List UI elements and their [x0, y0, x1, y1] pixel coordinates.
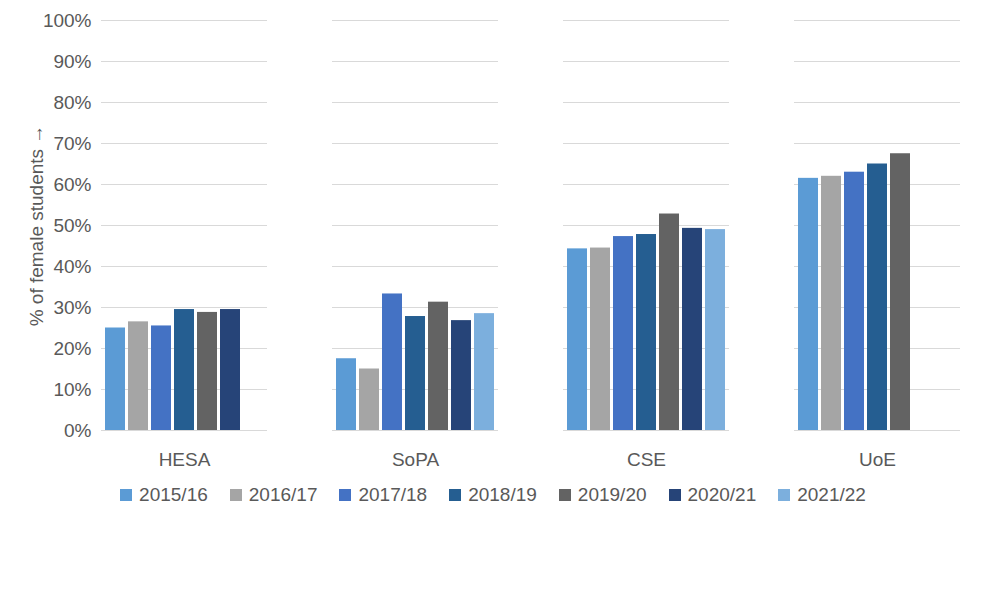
- html-text:2015/16: 2015/16: [139, 484, 208, 505]
- svg-text:0%: 0%: [64, 420, 92, 441]
- html-text:2018/19: 2018/19: [468, 484, 537, 505]
- svg-text:50%: 50%: [53, 215, 91, 236]
- svg-text:20%: 20%: [53, 338, 91, 359]
- html-text:2021/22: 2021/22: [797, 484, 866, 505]
- svg-text:10%: 10%: [53, 379, 91, 400]
- html-text:2016/17: 2016/17: [248, 484, 318, 505]
- html-text:2019/20: 2019/20: [577, 484, 647, 505]
- svg-text:100%: 100%: [43, 10, 92, 31]
- svg-text:CSE: CSE: [627, 449, 666, 470]
- svg-text:90%: 90%: [53, 51, 91, 72]
- svg-text:SoPA: SoPA: [392, 449, 440, 470]
- svg-text:60%: 60%: [53, 174, 91, 195]
- svg-text:70%: 70%: [53, 133, 91, 154]
- svg-text:% of female students →: % of female students →: [26, 125, 47, 327]
- svg-text:HESA: HESA: [159, 449, 211, 470]
- svg-text:30%: 30%: [53, 297, 91, 318]
- html-text:2017/18: 2017/18: [358, 484, 428, 505]
- svg-text:40%: 40%: [53, 256, 91, 277]
- svg-text:UoE: UoE: [859, 449, 896, 470]
- html-text:2020/21: 2020/21: [687, 484, 757, 505]
- svg-text:80%: 80%: [53, 92, 91, 113]
